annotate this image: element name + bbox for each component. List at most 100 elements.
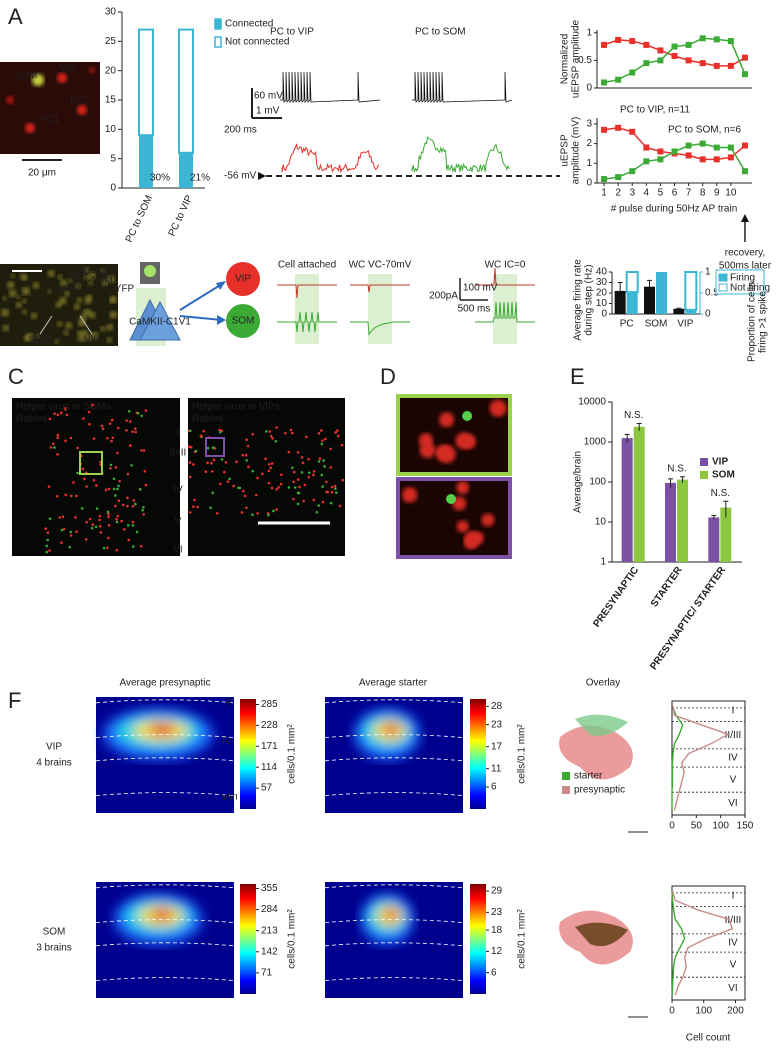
x-tick-label: 200 <box>727 1006 744 1017</box>
y-axis-label: uEPSP <box>560 134 571 167</box>
bar <box>138 28 154 137</box>
data-point <box>657 47 664 54</box>
x-tick-label: VIP <box>677 319 693 330</box>
cell <box>275 426 278 429</box>
cell <box>320 442 324 446</box>
cell <box>83 274 90 281</box>
cell <box>48 517 52 520</box>
x-tick-label: 6 <box>672 188 678 199</box>
cell <box>264 457 267 461</box>
cell <box>312 473 315 477</box>
bar <box>178 28 194 154</box>
x-tick-label: PRESYNAPTIC <box>591 565 641 630</box>
cell <box>102 546 106 550</box>
x-tick-label: SOM <box>645 319 668 330</box>
cell <box>48 417 52 421</box>
heatmap-label: P <box>226 698 233 709</box>
cell <box>47 270 55 278</box>
legend-swatch <box>562 772 570 780</box>
cell <box>232 484 235 488</box>
data-point <box>643 158 650 165</box>
data-point <box>713 156 720 163</box>
cell <box>88 311 96 319</box>
cell <box>194 449 198 453</box>
cell <box>95 484 98 487</box>
cell <box>270 486 274 490</box>
data-point <box>629 38 636 45</box>
cell <box>210 461 213 465</box>
cell <box>141 509 144 512</box>
x-tick-label: 7 <box>686 188 692 199</box>
cell <box>315 510 319 514</box>
cell <box>330 490 334 494</box>
cell <box>82 417 85 420</box>
cell <box>69 534 73 537</box>
profile-line <box>671 890 686 996</box>
cell <box>144 409 148 412</box>
layer-boundary <box>324 792 464 796</box>
cell <box>85 520 88 524</box>
starter-cell <box>446 494 457 504</box>
cell <box>25 123 35 133</box>
cell <box>212 458 216 462</box>
cell <box>135 530 139 534</box>
cell <box>129 444 132 448</box>
cell <box>336 429 339 432</box>
cell <box>307 471 311 475</box>
data-point <box>713 36 720 43</box>
cell <box>256 476 259 480</box>
cell <box>246 444 250 448</box>
cell <box>131 520 135 524</box>
overlay-starter <box>575 714 628 736</box>
cell <box>64 493 68 497</box>
cell <box>108 422 112 425</box>
cell <box>418 433 434 448</box>
profile-frame <box>671 700 746 816</box>
legend-label: starter <box>574 771 603 782</box>
data-point <box>741 142 748 149</box>
cell <box>75 530 78 534</box>
legend-swatch <box>700 471 708 479</box>
cell <box>140 414 144 418</box>
cell <box>84 538 88 541</box>
cell <box>206 446 210 450</box>
cell <box>57 321 63 327</box>
cell <box>46 531 50 534</box>
cell <box>211 446 215 450</box>
arrowhead <box>216 281 226 290</box>
heat-blob <box>148 723 177 736</box>
cell <box>101 427 105 431</box>
cell <box>321 439 324 443</box>
cell <box>199 434 203 438</box>
row-label: VIP <box>46 742 62 753</box>
light-shade <box>295 274 319 344</box>
diagram-label: SOM <box>232 316 255 327</box>
panel-letter: C <box>8 364 24 389</box>
micrograph <box>188 398 345 556</box>
annotation: 500ms later <box>719 261 772 272</box>
cell <box>138 488 142 491</box>
image-label: Helper virus in SOMs <box>16 402 110 413</box>
cell <box>317 432 321 435</box>
cell <box>237 486 240 490</box>
layer-boundary <box>324 942 464 947</box>
y-tick-label: 5 <box>110 153 116 164</box>
cell <box>267 513 270 517</box>
colorbar-label: cells/0.1 mm² <box>287 909 298 969</box>
cell <box>100 424 104 428</box>
layer-label: V <box>730 959 737 970</box>
x-tick-label: 0 <box>669 821 675 832</box>
roi-box <box>205 437 225 457</box>
cell <box>121 503 125 507</box>
cell <box>20 273 27 280</box>
cell <box>189 445 193 449</box>
cell <box>267 462 271 466</box>
cell <box>75 283 82 289</box>
cell <box>6 96 14 104</box>
data-point <box>615 124 622 131</box>
cell <box>218 428 221 432</box>
cell <box>334 431 337 434</box>
cell <box>107 487 111 491</box>
cell <box>292 480 296 484</box>
pyramidal-cell <box>139 300 181 341</box>
